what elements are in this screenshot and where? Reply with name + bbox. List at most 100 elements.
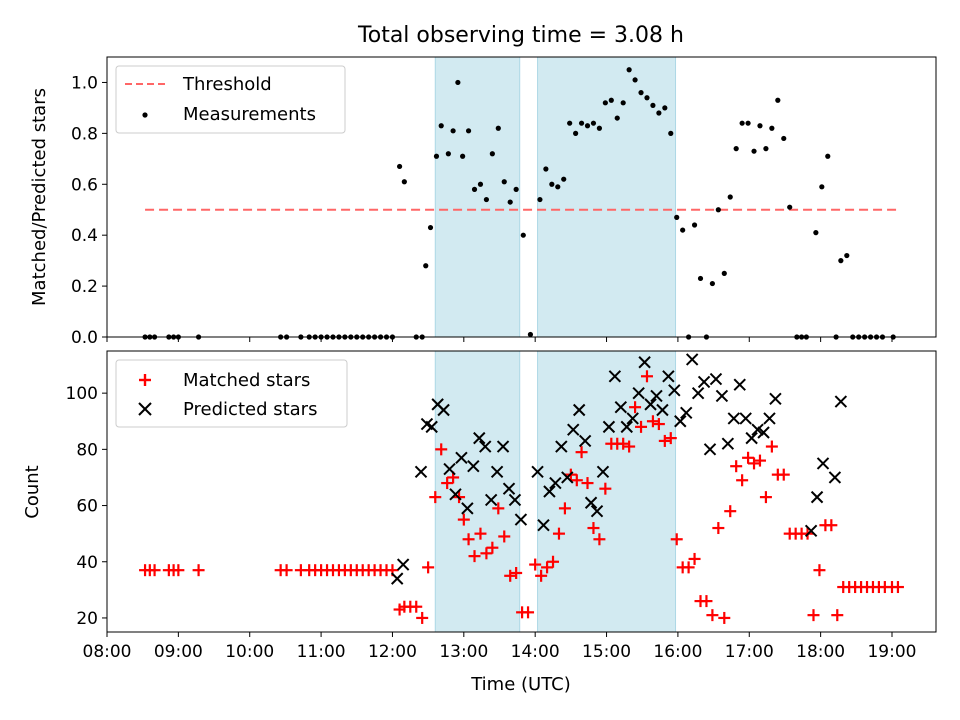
predicted-star-point	[479, 440, 492, 453]
matched-star-point	[410, 600, 423, 613]
ratio-x-ticks	[106, 337, 893, 342]
predicted-star-point	[763, 412, 776, 425]
matched-star-point	[706, 609, 719, 622]
y-tick-label: 0.2	[71, 277, 98, 297]
matched-star-point	[777, 468, 790, 481]
matched-star-point	[753, 454, 766, 467]
x-tick-label: 13:00	[439, 642, 488, 662]
measurement-point	[567, 120, 573, 126]
measurement-point	[543, 166, 549, 172]
matched-star-point	[581, 477, 594, 490]
matched-star-point	[575, 446, 588, 459]
predicted-star-point	[567, 423, 580, 436]
matched-star-point	[587, 522, 600, 535]
matched-star-point	[529, 558, 542, 571]
measurements-legend-label: Measurements	[183, 104, 316, 125]
matched-star-point	[730, 460, 743, 473]
predicted-star-point	[537, 519, 550, 532]
y-tick-label: 0.4	[71, 226, 98, 246]
measurement-point	[450, 128, 456, 134]
measurement-point	[471, 186, 478, 192]
predicted-star-point	[449, 488, 462, 501]
predicted-star-point	[620, 420, 633, 434]
count-legend: Matched stars Predicted stars	[115, 359, 348, 428]
measurement-point	[763, 146, 769, 152]
measurement-point	[477, 181, 484, 187]
predicted-star-point	[549, 476, 562, 490]
matched-star-point	[807, 609, 820, 622]
measurement-point	[757, 123, 763, 129]
predicted-star-point	[443, 462, 456, 476]
predicted-star-point	[739, 412, 752, 425]
predicted-star-point	[668, 384, 681, 397]
x-tick-label: 12:00	[368, 642, 417, 662]
matched-legend-swatch	[139, 374, 151, 386]
matched-star-point	[599, 482, 612, 495]
predicted-star-point	[467, 460, 480, 473]
measurement-point	[656, 110, 662, 116]
measurement-point	[483, 196, 490, 203]
predicted-star-point	[656, 403, 669, 417]
predicted-star-point	[414, 465, 428, 479]
y-tick-label: 60	[76, 497, 98, 517]
measurement-point	[489, 151, 495, 157]
measurement-point	[691, 222, 698, 228]
predicted-star-point	[514, 513, 528, 526]
y-tick-label: 20	[76, 609, 98, 629]
measurement-point	[596, 125, 603, 131]
x-tick-label: 10:00	[225, 642, 274, 662]
ratio-panel: 0.0 0.2 0.4 0.6 0.8 1.0 Matched/Predicted sta…	[29, 56, 937, 348]
count-panel: 20 40 60 80 100 08:00 09:00 10:00 11:00 12:00 13:…	[22, 350, 937, 695]
matched-star-point	[629, 401, 642, 414]
measurement-point	[427, 224, 434, 231]
y-tick-label: 80	[76, 440, 98, 460]
matched-star-point	[682, 561, 695, 574]
measurement-point	[838, 258, 844, 264]
ratio-legend: Threshold Measurements	[115, 65, 346, 134]
matched-star-point	[593, 533, 606, 546]
count-series	[139, 353, 904, 624]
matched-star-point	[547, 555, 560, 568]
predicted-legend-label: Predicted stars	[183, 399, 317, 420]
x-tick-label: 08:00	[83, 642, 132, 662]
matched-star-point	[422, 561, 435, 574]
matched-star-point	[748, 457, 761, 470]
predicted-star-point	[703, 443, 717, 456]
matched-star-point	[486, 541, 499, 554]
measurement-point	[445, 151, 451, 157]
count-panel-frame	[106, 350, 937, 633]
predicted-star-point	[828, 471, 842, 484]
matched-star-point	[570, 474, 583, 487]
predicted-star-point	[638, 356, 651, 369]
predicted-star-point	[834, 395, 848, 408]
measurement-point	[632, 77, 638, 83]
predicted-star-point	[715, 389, 729, 403]
predicted-star-point	[751, 423, 764, 436]
matched-star-point	[759, 491, 772, 504]
measurement-point	[668, 130, 674, 136]
matched-star-point	[640, 370, 653, 383]
matched-star-point	[712, 522, 725, 535]
predicted-star-point	[490, 465, 504, 479]
measurement-point	[775, 97, 781, 103]
measurement-point	[573, 130, 579, 136]
measurement-point	[787, 204, 793, 210]
measurement-point	[638, 90, 644, 96]
x-tick-label: 14:00	[511, 642, 560, 662]
predicted-star-point	[484, 493, 498, 507]
matched-star-point	[435, 443, 448, 456]
matched-star-point	[670, 533, 683, 546]
measurement-point	[460, 153, 466, 159]
matched-star-point	[664, 432, 677, 445]
measurement-point	[626, 67, 632, 73]
matched-star-point	[541, 561, 554, 574]
ratio-y-axis: 0.0 0.2 0.4 0.6 0.8 1.0	[71, 73, 107, 348]
predicted-star-point	[644, 398, 657, 411]
count-legend-box	[115, 359, 348, 428]
x-tick-label: 18:00	[796, 642, 845, 662]
matched-star-point	[535, 569, 548, 582]
x-tick-label: 17:00	[725, 642, 774, 662]
predicted-star-point	[721, 437, 735, 450]
predicted-star-point	[590, 504, 604, 518]
matched-star-point	[492, 502, 505, 515]
